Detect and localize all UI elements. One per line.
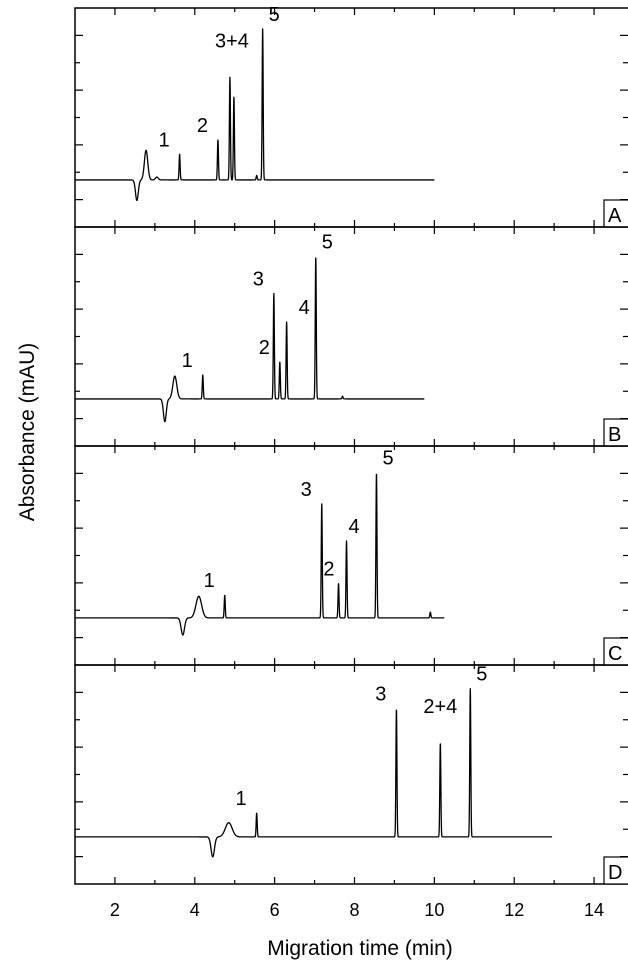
- y-axis-label: Absorbance (mAU): [16, 343, 39, 522]
- peak-label-C-2: 2: [323, 559, 334, 581]
- peak-label-B-0: 1: [182, 350, 193, 372]
- x-tick-label: 8: [349, 900, 359, 920]
- x-tick-label: 2: [110, 900, 120, 920]
- x-ticks: [114, 227, 595, 446]
- peak-label-C-0: 1: [204, 570, 215, 592]
- trace-C: [74, 473, 445, 636]
- trace-B: [74, 257, 425, 423]
- peak-label-C-3: 4: [349, 516, 360, 538]
- x-tick-label: 10: [424, 900, 444, 920]
- panel-frame: [74, 226, 628, 447]
- peak-label-B-4: 5: [322, 231, 333, 253]
- panel-D: 1 3 2+4 5 D: [74, 664, 628, 885]
- x-ticks: [114, 8, 595, 227]
- peak-label-C-4: 5: [382, 448, 393, 470]
- x-ticks: [114, 446, 595, 665]
- x-tick-label: 6: [270, 900, 280, 920]
- peak-label-A-4: 5: [269, 4, 280, 26]
- panel-B: 1 3 2 4 5 B: [74, 226, 628, 447]
- peak-label-A-1: 2: [197, 115, 208, 137]
- peak-label-A-0: 1: [158, 129, 169, 151]
- x-ticks: [114, 665, 595, 884]
- panel-letter-box: [603, 637, 628, 666]
- x-tick-label: 4: [190, 900, 200, 920]
- trace-D: [74, 688, 553, 858]
- x-axis: 2 4 6 8 10 12 14: [110, 900, 604, 920]
- peak-label-C-1: 3: [301, 479, 312, 501]
- y-ticks: [75, 691, 628, 858]
- panel-frame: [74, 664, 628, 885]
- panel-letter-box: [603, 199, 628, 228]
- peak-label-D-0: 1: [236, 788, 247, 810]
- panel-letter-box: [603, 418, 628, 447]
- peak-label-A-2: 3+4: [215, 30, 249, 52]
- panel-letter-C: C: [608, 643, 622, 665]
- peak-label-D-2: 2+4: [423, 696, 457, 718]
- y-ticks: [75, 34, 628, 201]
- y-ticks: [75, 253, 628, 420]
- trace-A: [74, 28, 435, 202]
- x-axis-label: Migration time (min): [267, 937, 453, 960]
- panel-C: 1 3 24 5 C: [74, 445, 628, 666]
- panel-letter-box: [603, 856, 628, 885]
- peak-label-B-2: 2: [259, 337, 270, 359]
- panel-frame: [74, 445, 628, 666]
- x-tick-label: 12: [504, 900, 524, 920]
- panel-frame: [74, 7, 628, 228]
- peak-label-D-1: 3: [375, 684, 386, 706]
- panel-letter-D: D: [608, 862, 622, 884]
- peak-label-B-3: 4: [299, 297, 310, 319]
- y-ticks: [75, 472, 628, 639]
- peak-label-B-1: 3: [253, 268, 264, 290]
- panel-letter-A: A: [608, 205, 622, 227]
- x-tick-label: 14: [584, 900, 604, 920]
- panel-letter-B: B: [608, 424, 621, 446]
- panel-A: 1 2 3+4 5 A: [74, 4, 628, 228]
- peak-label-D-3: 5: [476, 664, 487, 686]
